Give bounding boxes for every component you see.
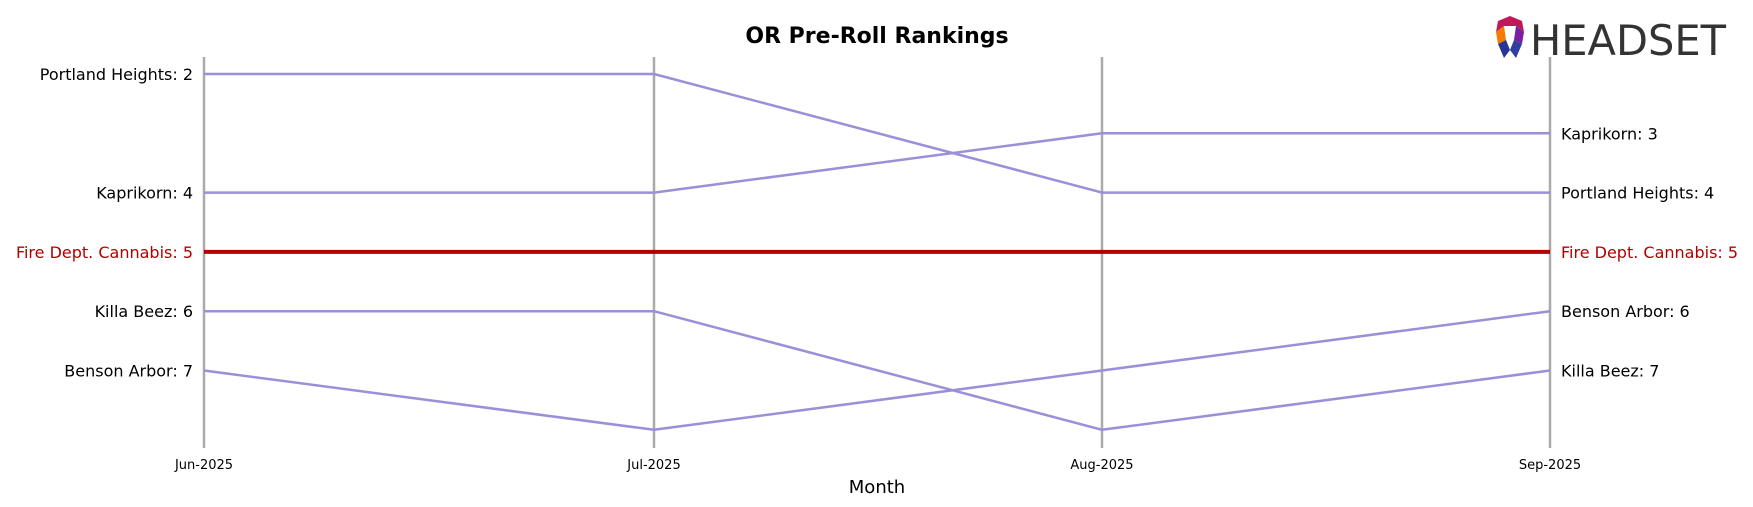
series-line-killa-beez — [204, 309, 1551, 432]
start-label-benson-arbor: Benson Arbor: 7 — [64, 362, 193, 381]
rank-labels: Portland Heights: 2 Portland Heights: 4 Ka… — [16, 65, 1738, 381]
x-tick-labels: Jun-2025 Jul-2025 Aug-2025 Sep-2025 — [174, 458, 1581, 473]
series-lines — [203, 72, 1551, 432]
end-label-benson-arbor: Benson Arbor: 6 — [1561, 302, 1690, 321]
x-tick-label: Jun-2025 — [174, 458, 233, 473]
headset-logo-icon — [1496, 16, 1524, 58]
x-axis-label: Month — [849, 477, 905, 498]
start-label-kaprikorn: Kaprikorn: 4 — [96, 184, 193, 203]
x-tick-label: Jul-2025 — [626, 458, 680, 473]
end-label-portland-heights: Portland Heights: 4 — [1561, 184, 1714, 203]
end-label-killa-beez: Killa Beez: 7 — [1561, 362, 1659, 381]
start-label-portland-heights: Portland Heights: 2 — [40, 65, 193, 84]
start-label-killa-beez: Killa Beez: 6 — [95, 302, 193, 321]
start-label-fire-dept-cannabis: Fire Dept. Cannabis: 5 — [16, 243, 193, 262]
x-tick-label: Sep-2025 — [1519, 458, 1581, 473]
end-label-fire-dept-cannabis: Fire Dept. Cannabis: 5 — [1561, 243, 1738, 262]
end-label-kaprikorn: Kaprikorn: 3 — [1561, 124, 1658, 143]
series-line-kaprikorn — [204, 132, 1550, 194]
headset-logo-text: HEADSET — [1530, 16, 1726, 64]
x-tick-label: Aug-2025 — [1070, 458, 1133, 473]
headset-logo: HEADSET — [1496, 16, 1726, 64]
chart-title: OR Pre-Roll Rankings — [745, 24, 1008, 49]
series-line-portland-heights — [204, 72, 1550, 194]
series-line-benson-arbor — [203, 309, 1551, 432]
